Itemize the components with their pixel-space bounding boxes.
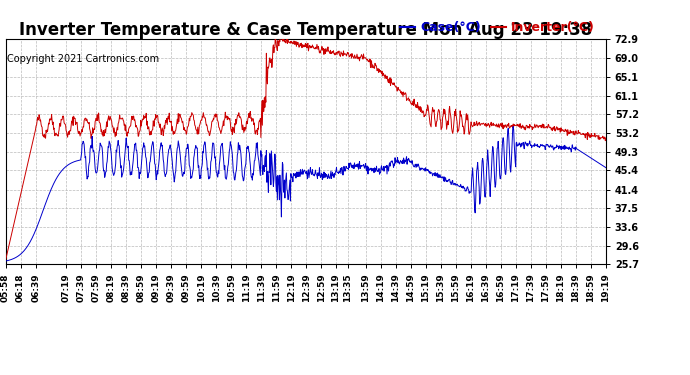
Title: Inverter Temperature & Case Temperature Mon Aug 23 19:38: Inverter Temperature & Case Temperature … [19, 21, 592, 39]
Legend: Case(°C), Inverter(°C): Case(°C), Inverter(°C) [395, 16, 600, 39]
Text: Copyright 2021 Cartronics.com: Copyright 2021 Cartronics.com [7, 54, 159, 64]
